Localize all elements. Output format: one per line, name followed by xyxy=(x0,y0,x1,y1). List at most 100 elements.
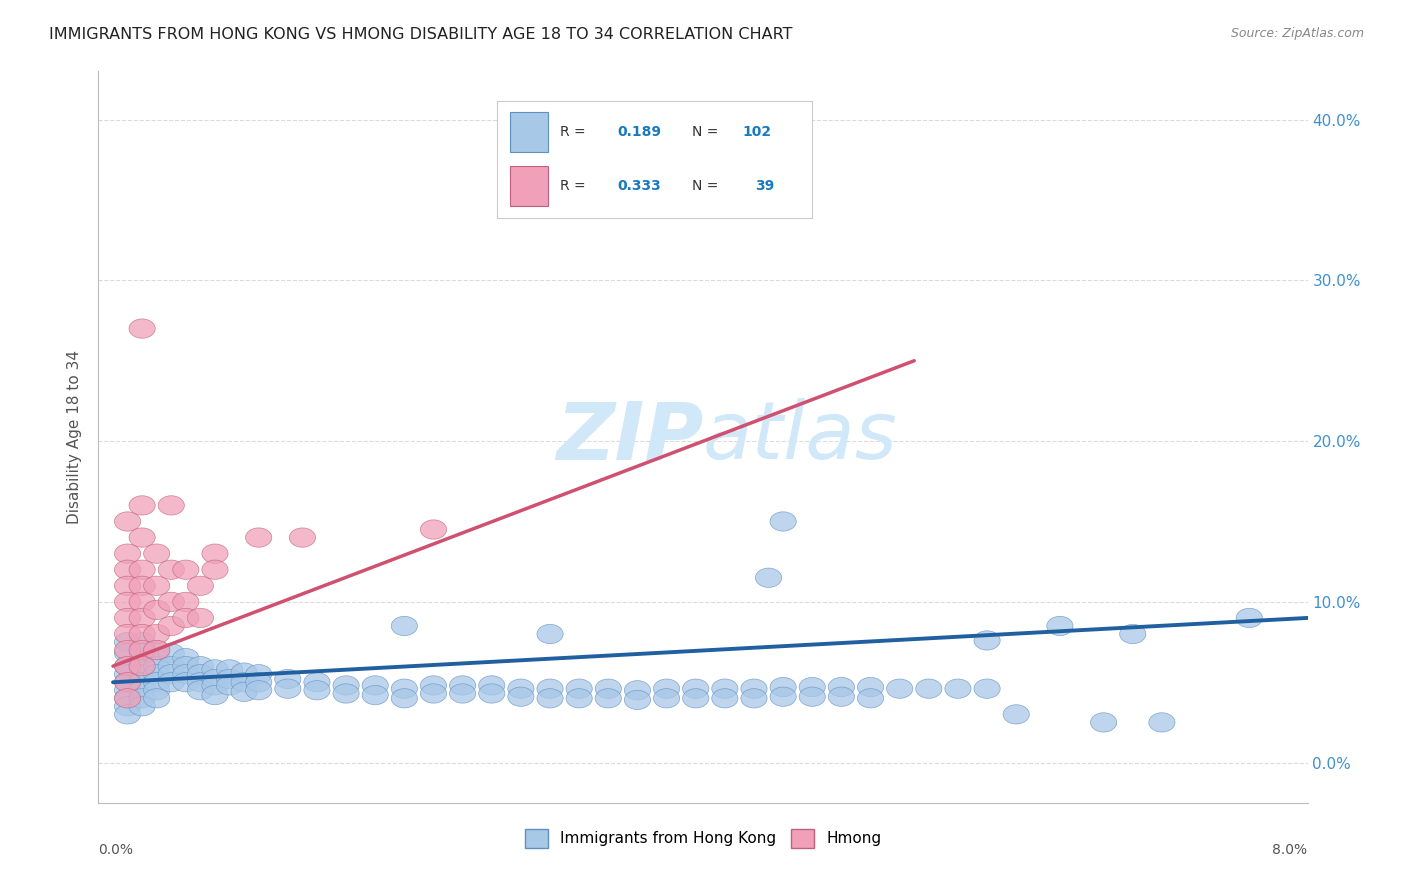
Ellipse shape xyxy=(157,592,184,612)
Ellipse shape xyxy=(858,689,883,708)
Ellipse shape xyxy=(363,676,388,695)
Ellipse shape xyxy=(173,648,198,668)
Ellipse shape xyxy=(202,544,228,563)
Ellipse shape xyxy=(129,632,155,652)
Ellipse shape xyxy=(129,689,155,708)
Text: atlas: atlas xyxy=(703,398,898,476)
Ellipse shape xyxy=(114,697,141,716)
Ellipse shape xyxy=(202,676,228,695)
Ellipse shape xyxy=(114,665,141,684)
Ellipse shape xyxy=(478,684,505,703)
Ellipse shape xyxy=(114,632,141,652)
Ellipse shape xyxy=(246,528,271,547)
Ellipse shape xyxy=(187,665,214,684)
Ellipse shape xyxy=(217,669,243,689)
Ellipse shape xyxy=(974,631,1000,650)
Ellipse shape xyxy=(246,665,271,684)
Ellipse shape xyxy=(157,657,184,676)
Ellipse shape xyxy=(1091,713,1116,732)
Text: 8.0%: 8.0% xyxy=(1272,843,1308,857)
Ellipse shape xyxy=(755,568,782,588)
Ellipse shape xyxy=(363,685,388,705)
Ellipse shape xyxy=(157,496,184,515)
Ellipse shape xyxy=(741,679,768,698)
Ellipse shape xyxy=(1236,608,1263,628)
Text: IMMIGRANTS FROM HONG KONG VS HMONG DISABILITY AGE 18 TO 34 CORRELATION CHART: IMMIGRANTS FROM HONG KONG VS HMONG DISAB… xyxy=(49,27,793,42)
Text: Source: ZipAtlas.com: Source: ZipAtlas.com xyxy=(1230,27,1364,40)
Ellipse shape xyxy=(1047,616,1073,636)
Ellipse shape xyxy=(114,657,141,676)
Ellipse shape xyxy=(114,657,141,676)
Ellipse shape xyxy=(129,665,155,684)
Ellipse shape xyxy=(1002,705,1029,724)
Ellipse shape xyxy=(624,690,651,709)
Ellipse shape xyxy=(129,592,155,612)
Ellipse shape xyxy=(915,679,942,698)
Ellipse shape xyxy=(114,673,141,692)
Ellipse shape xyxy=(143,544,170,563)
Ellipse shape xyxy=(129,657,155,676)
Ellipse shape xyxy=(1119,624,1146,644)
Ellipse shape xyxy=(114,608,141,628)
Ellipse shape xyxy=(217,660,243,679)
Ellipse shape xyxy=(202,669,228,689)
Ellipse shape xyxy=(114,640,141,660)
Ellipse shape xyxy=(114,512,141,531)
Ellipse shape xyxy=(143,576,170,596)
Ellipse shape xyxy=(624,681,651,700)
Ellipse shape xyxy=(114,689,141,708)
Ellipse shape xyxy=(114,681,141,700)
Ellipse shape xyxy=(246,673,271,692)
Ellipse shape xyxy=(828,677,855,697)
Ellipse shape xyxy=(420,520,447,539)
Ellipse shape xyxy=(114,576,141,596)
Ellipse shape xyxy=(143,640,170,660)
Ellipse shape xyxy=(202,660,228,679)
Ellipse shape xyxy=(187,608,214,628)
Ellipse shape xyxy=(202,685,228,705)
Ellipse shape xyxy=(129,496,155,515)
Ellipse shape xyxy=(478,676,505,695)
Ellipse shape xyxy=(217,676,243,695)
Ellipse shape xyxy=(420,684,447,703)
Ellipse shape xyxy=(682,679,709,698)
Ellipse shape xyxy=(711,679,738,698)
Ellipse shape xyxy=(567,689,592,708)
Ellipse shape xyxy=(333,684,359,703)
Ellipse shape xyxy=(537,679,564,698)
Ellipse shape xyxy=(129,697,155,716)
Ellipse shape xyxy=(274,669,301,689)
Ellipse shape xyxy=(173,673,198,692)
Legend: Immigrants from Hong Kong, Hmong: Immigrants from Hong Kong, Hmong xyxy=(519,822,887,854)
Ellipse shape xyxy=(391,679,418,698)
Ellipse shape xyxy=(770,512,796,531)
Ellipse shape xyxy=(654,689,679,708)
Ellipse shape xyxy=(231,673,257,692)
Ellipse shape xyxy=(304,681,330,700)
Ellipse shape xyxy=(143,665,170,684)
Ellipse shape xyxy=(595,679,621,698)
Ellipse shape xyxy=(129,560,155,579)
Ellipse shape xyxy=(114,592,141,612)
Ellipse shape xyxy=(187,673,214,692)
Ellipse shape xyxy=(114,705,141,724)
Ellipse shape xyxy=(537,624,564,644)
Ellipse shape xyxy=(143,648,170,668)
Ellipse shape xyxy=(187,657,214,676)
Ellipse shape xyxy=(274,679,301,698)
Ellipse shape xyxy=(770,687,796,706)
Ellipse shape xyxy=(129,576,155,596)
Ellipse shape xyxy=(173,560,198,579)
Ellipse shape xyxy=(828,687,855,706)
Ellipse shape xyxy=(157,616,184,636)
Ellipse shape xyxy=(114,560,141,579)
Ellipse shape xyxy=(129,657,155,676)
Ellipse shape xyxy=(143,600,170,620)
Ellipse shape xyxy=(799,687,825,706)
Ellipse shape xyxy=(333,676,359,695)
Ellipse shape xyxy=(231,682,257,701)
Ellipse shape xyxy=(143,657,170,676)
Ellipse shape xyxy=(770,677,796,697)
Ellipse shape xyxy=(173,608,198,628)
Ellipse shape xyxy=(143,681,170,700)
